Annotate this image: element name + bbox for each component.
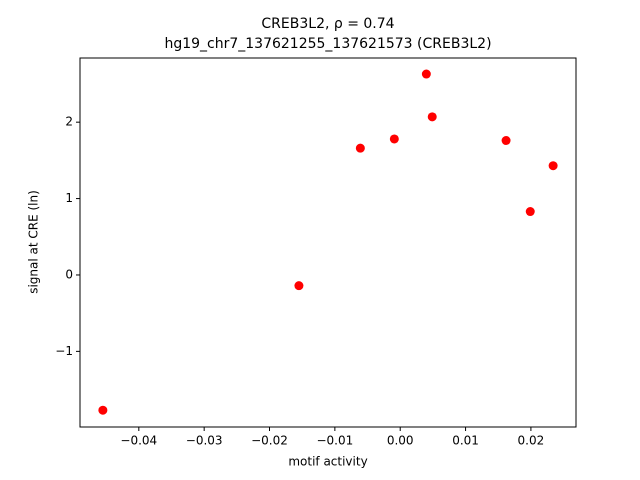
chart-title: CREB3L2, ρ = 0.74	[261, 16, 394, 32]
x-tick-label: −0.03	[186, 434, 223, 448]
point	[355, 143, 365, 153]
y-axis-label: signal at CRE (ln)	[27, 190, 41, 294]
x-tick-label: 0.00	[387, 434, 414, 448]
y-tick-label: 1	[65, 191, 73, 205]
point	[389, 134, 399, 144]
point	[525, 207, 535, 217]
point	[501, 136, 511, 146]
point	[294, 281, 304, 291]
point	[98, 405, 108, 415]
y-tick-label: 2	[65, 115, 73, 129]
y-tick-label: 0	[65, 267, 73, 281]
plot-frame	[79, 57, 577, 428]
point	[421, 69, 431, 79]
chart-subtitle: hg19_chr7_137621255_137621573 (CREB3L2)	[164, 36, 491, 52]
x-tick-label: −0.02	[251, 434, 288, 448]
x-axis-label: motif activity	[288, 455, 367, 469]
x-tick-label: 0.01	[452, 434, 479, 448]
point	[427, 112, 437, 122]
x-tick-label: −0.01	[316, 434, 353, 448]
y-tick-label: −1	[55, 344, 73, 358]
point	[548, 161, 558, 171]
x-tick-label: −0.04	[120, 434, 157, 448]
x-tick-label: 0.02	[518, 434, 545, 448]
